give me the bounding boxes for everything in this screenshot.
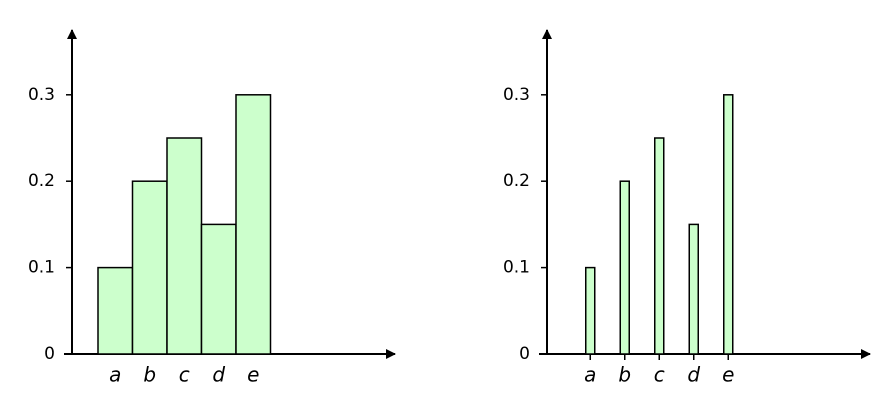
x-tick-label: c	[654, 363, 665, 387]
bar	[131, 180, 168, 355]
y-tick-label: 0.3	[28, 85, 55, 105]
x-tick-label: e	[247, 363, 259, 387]
x-tick-label: e	[722, 363, 734, 387]
x-tick-label: a	[584, 363, 596, 387]
bar	[166, 137, 203, 355]
bar	[235, 94, 272, 355]
y-tick-label: 0.1	[503, 258, 530, 278]
x-tick-label: c	[179, 363, 190, 387]
y-tick-label: 0	[519, 344, 530, 364]
y-tick-label: 0	[44, 344, 55, 364]
y-tick-label: 0.2	[503, 171, 530, 191]
bar	[654, 137, 665, 355]
bar	[585, 266, 596, 355]
x-tick-label: b	[143, 363, 156, 387]
x-tick-label: b	[618, 363, 631, 387]
bar	[723, 94, 734, 355]
y-tick-label: 0.2	[28, 171, 55, 191]
bar	[688, 223, 699, 355]
bar	[200, 223, 237, 355]
x-tick-label: a	[109, 363, 121, 387]
y-tick-label: 0.1	[28, 258, 55, 278]
bar	[97, 266, 134, 355]
x-tick-label: d	[687, 363, 700, 387]
bar	[619, 180, 630, 355]
x-tick-label: d	[212, 363, 225, 387]
y-tick-label: 0.3	[503, 85, 530, 105]
